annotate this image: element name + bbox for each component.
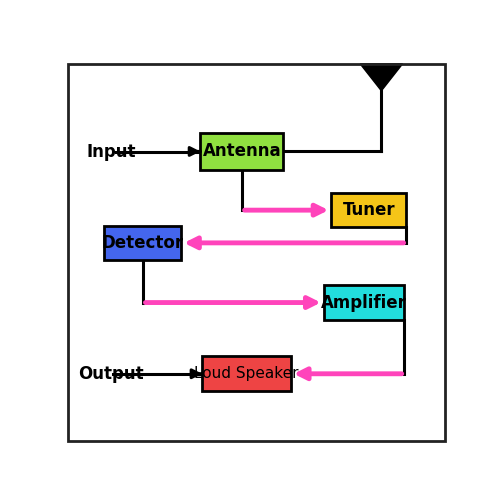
Text: Input: Input	[87, 142, 136, 160]
Bar	[200, 133, 283, 170]
Text: Output: Output	[78, 365, 144, 383]
Text: Detector: Detector	[102, 234, 184, 252]
Bar	[202, 356, 291, 391]
Text: Amplifier: Amplifier	[321, 294, 407, 312]
Bar	[104, 226, 181, 260]
Text: Tuner: Tuner	[342, 201, 395, 219]
Text: Loud Speaker: Loud Speaker	[194, 366, 299, 382]
Polygon shape	[360, 64, 403, 91]
Bar	[332, 193, 406, 228]
Bar	[324, 285, 404, 320]
Text: Antenna: Antenna	[202, 142, 281, 160]
